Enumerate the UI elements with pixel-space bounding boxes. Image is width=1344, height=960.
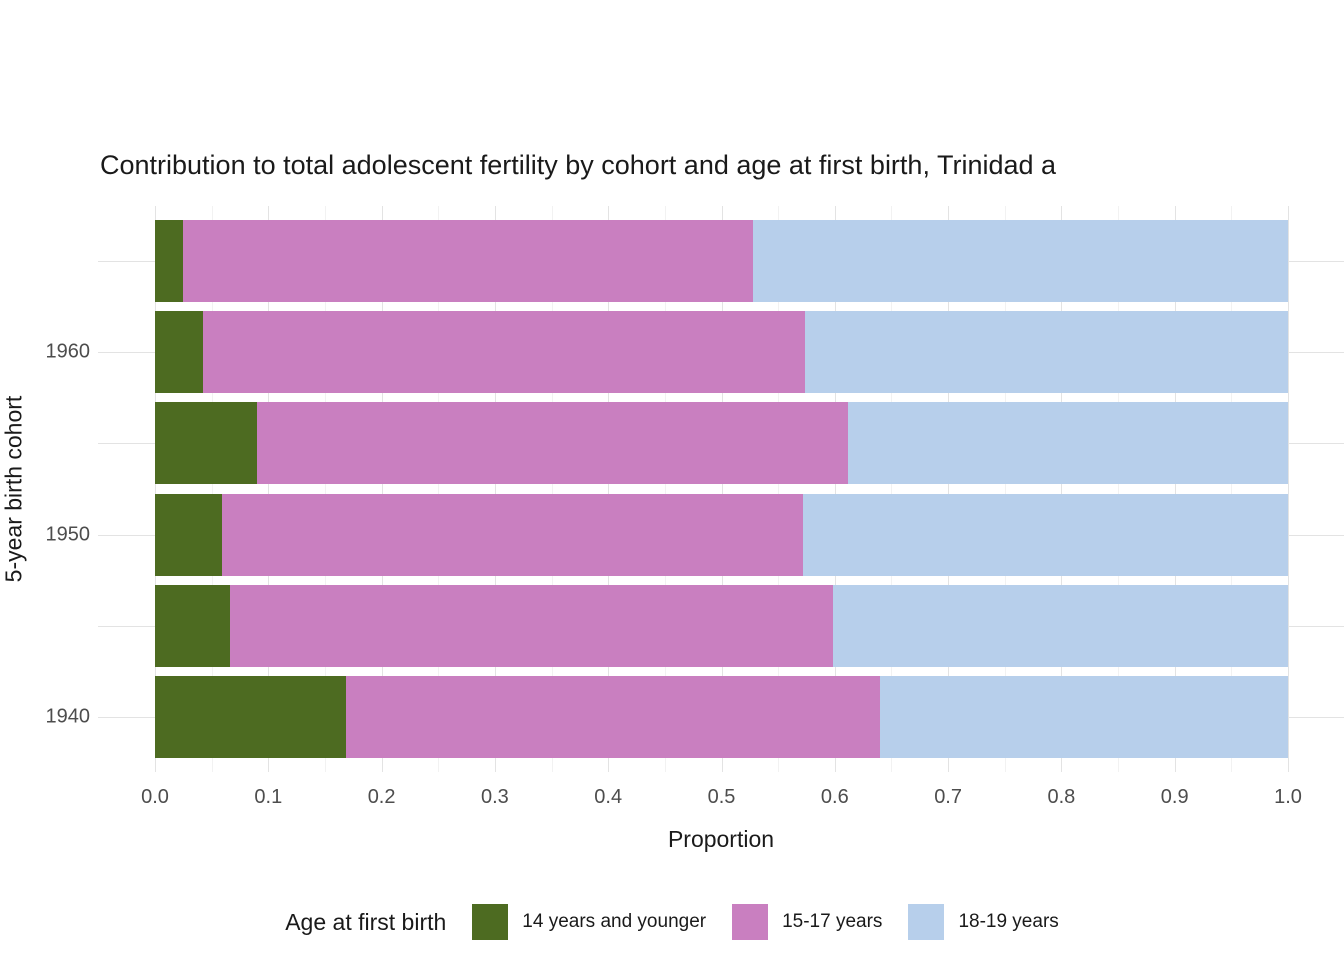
gridline-major-vertical <box>381 206 383 772</box>
gridline-minor-vertical <box>664 206 666 772</box>
bar-segment-15-17-years <box>183 219 754 302</box>
bar-segment-18-19-years <box>832 584 1288 667</box>
legend-item: 15-17 years <box>732 904 882 940</box>
legend-title: Age at first birth <box>285 908 447 935</box>
bar-segment-18-19-years <box>803 493 1288 576</box>
x-axis-title: Proportion <box>667 826 775 852</box>
bar-segment-15-17-years <box>202 311 806 394</box>
bar-segment-18-19-years <box>753 219 1288 302</box>
y-tick-label: 1940 <box>45 705 91 728</box>
x-tick-label: 0.1 <box>254 786 283 808</box>
legend: Age at first birth 14 years and younger 1… <box>0 896 1344 948</box>
gridline-minor-vertical <box>1004 206 1006 772</box>
bar-segment-18-19-years <box>848 402 1288 485</box>
gridline-minor-vertical <box>1118 206 1120 772</box>
plot-panel <box>98 206 1344 772</box>
gridline-major-vertical <box>1174 206 1176 772</box>
legend-swatch <box>908 904 945 940</box>
x-tick-label: 0.7 <box>934 786 962 808</box>
gridline-major-vertical <box>608 206 610 772</box>
gridline-minor-vertical <box>1231 206 1233 772</box>
x-tick-label: 0.9 <box>1160 786 1189 808</box>
x-axis-tick-labels: 0.0 0.1 0.2 0.3 0.4 0.5 0.6 0.7 0.8 0.9 1.0 <box>98 786 1344 810</box>
gridline-major-vertical <box>834 206 836 772</box>
bar-segment-14-years-and-younger <box>155 402 257 485</box>
y-tick-label: 1950 <box>45 523 91 546</box>
legend-label: 18-19 years <box>958 911 1059 932</box>
x-tick-label: 0.6 <box>820 786 849 808</box>
legend-label: 15-17 years <box>782 911 883 932</box>
chart-title: Contribution to total adolescent fertili… <box>100 150 1057 180</box>
gridline-minor-vertical <box>438 206 440 772</box>
x-tick-label: 0.3 <box>480 786 509 808</box>
gridline-major-vertical <box>268 206 270 772</box>
bar-segment-14-years-and-younger <box>155 493 222 576</box>
x-tick-label: 1.0 <box>1274 786 1302 808</box>
gridline-minor-vertical <box>551 206 553 772</box>
bar-segment-18-19-years <box>880 676 1288 759</box>
bar-segment-15-17-years <box>346 676 881 759</box>
bar-segment-15-17-years <box>221 493 804 576</box>
gridline-major-vertical <box>1288 206 1289 772</box>
gridline-minor-vertical <box>891 206 893 772</box>
legend-swatch <box>732 904 769 940</box>
x-tick-label: 0.8 <box>1047 786 1076 808</box>
bar-segment-14-years-and-younger <box>155 676 347 759</box>
gridline-major-vertical <box>494 206 496 772</box>
legend-swatch <box>472 904 509 940</box>
x-tick-label: 0.5 <box>707 786 736 808</box>
bar-segment-14-years-and-younger <box>155 219 184 302</box>
x-tick-label: 0.2 <box>367 786 396 808</box>
gridline-major-vertical <box>721 206 723 772</box>
bar-segment-18-19-years <box>805 311 1288 394</box>
bar-segment-14-years-and-younger <box>155 584 230 667</box>
gridline-major-vertical <box>948 206 950 772</box>
x-tick-label: 0.4 <box>594 786 623 808</box>
legend-item: 18-19 years <box>908 904 1059 940</box>
legend-item: 14 years and younger <box>472 904 706 940</box>
gridline-minor-vertical <box>324 206 326 772</box>
bar-segment-15-17-years <box>229 584 833 667</box>
gridline-major-vertical <box>1061 206 1063 772</box>
legend-items: 14 years and younger 15-17 years 18-19 yea… <box>472 904 1059 940</box>
x-tick-label: 0.0 <box>141 786 169 808</box>
bar-segment-15-17-years <box>256 402 849 485</box>
bar-segment-14-years-and-younger <box>155 311 203 394</box>
y-axis-tick-labels: 1960 1950 1940 <box>0 206 91 772</box>
legend-label: 14 years and younger <box>522 911 707 932</box>
gridline-minor-vertical <box>778 206 780 772</box>
gridline-minor-vertical <box>211 206 213 772</box>
y-tick-label: 1960 <box>45 340 91 363</box>
gridline-major-vertical <box>155 206 156 772</box>
